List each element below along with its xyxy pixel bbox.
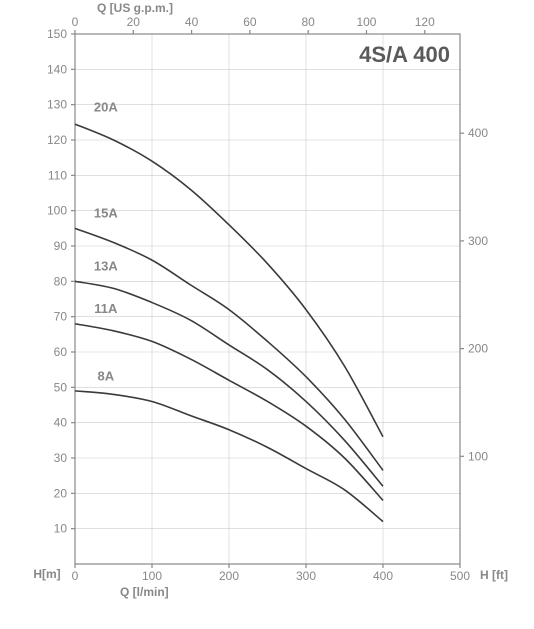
tick-label-left: 30 (54, 451, 68, 465)
axis-label-left: H[m] (33, 567, 60, 581)
tick-label-left: 100 (47, 204, 67, 218)
tick-label-right: 100 (468, 449, 488, 463)
tick-label-top: 0 (72, 15, 79, 29)
tick-label-left: 10 (54, 522, 68, 536)
tick-label-left: 80 (54, 274, 68, 288)
tick-label-top: 60 (243, 15, 257, 29)
tick-label-top: 40 (185, 15, 199, 29)
axis-label-right: H [ft] (480, 568, 508, 582)
tick-label-top: 120 (415, 15, 435, 29)
tick-label-left: 120 (47, 133, 67, 147)
tick-label-bottom: 0 (72, 569, 79, 583)
tick-label-top: 20 (127, 15, 141, 29)
tick-label-right: 200 (468, 342, 488, 356)
tick-label-bottom: 200 (219, 569, 239, 583)
curve-label-15A: 15A (94, 206, 118, 221)
tick-label-right: 300 (468, 234, 488, 248)
chart-container: 0100200300400500Q [l/min]102030405060708… (0, 0, 534, 629)
tick-label-top: 80 (302, 15, 316, 29)
tick-label-left: 90 (54, 239, 68, 253)
chart-title: 4S/A 400 (359, 42, 450, 67)
chart-background (0, 0, 534, 629)
tick-label-left: 50 (54, 380, 68, 394)
curve-label-8A: 8A (97, 368, 114, 383)
tick-label-left: 150 (47, 27, 67, 41)
tick-label-left: 40 (54, 416, 68, 430)
pump-curve-chart: 0100200300400500Q [l/min]102030405060708… (0, 0, 534, 629)
tick-label-left: 110 (48, 168, 67, 182)
tick-label-bottom: 400 (373, 569, 393, 583)
tick-label-left: 60 (54, 345, 68, 359)
tick-label-left: 130 (47, 98, 67, 112)
tick-label-left: 20 (54, 486, 68, 500)
tick-label-top: 100 (356, 15, 376, 29)
curve-label-20A: 20A (94, 100, 118, 115)
tick-label-bottom: 300 (296, 569, 316, 583)
tick-label-left: 70 (54, 310, 68, 324)
tick-label-bottom: 500 (450, 569, 470, 583)
curve-label-13A: 13A (94, 259, 118, 274)
curve-label-11A: 11A (94, 301, 118, 316)
tick-label-left: 140 (47, 62, 67, 76)
tick-label-bottom: 100 (142, 569, 162, 583)
axis-label-top: Q [US g.p.m.] (97, 1, 173, 15)
tick-label-right: 400 (468, 126, 488, 140)
axis-label-bottom: Q [l/min] (120, 585, 169, 599)
